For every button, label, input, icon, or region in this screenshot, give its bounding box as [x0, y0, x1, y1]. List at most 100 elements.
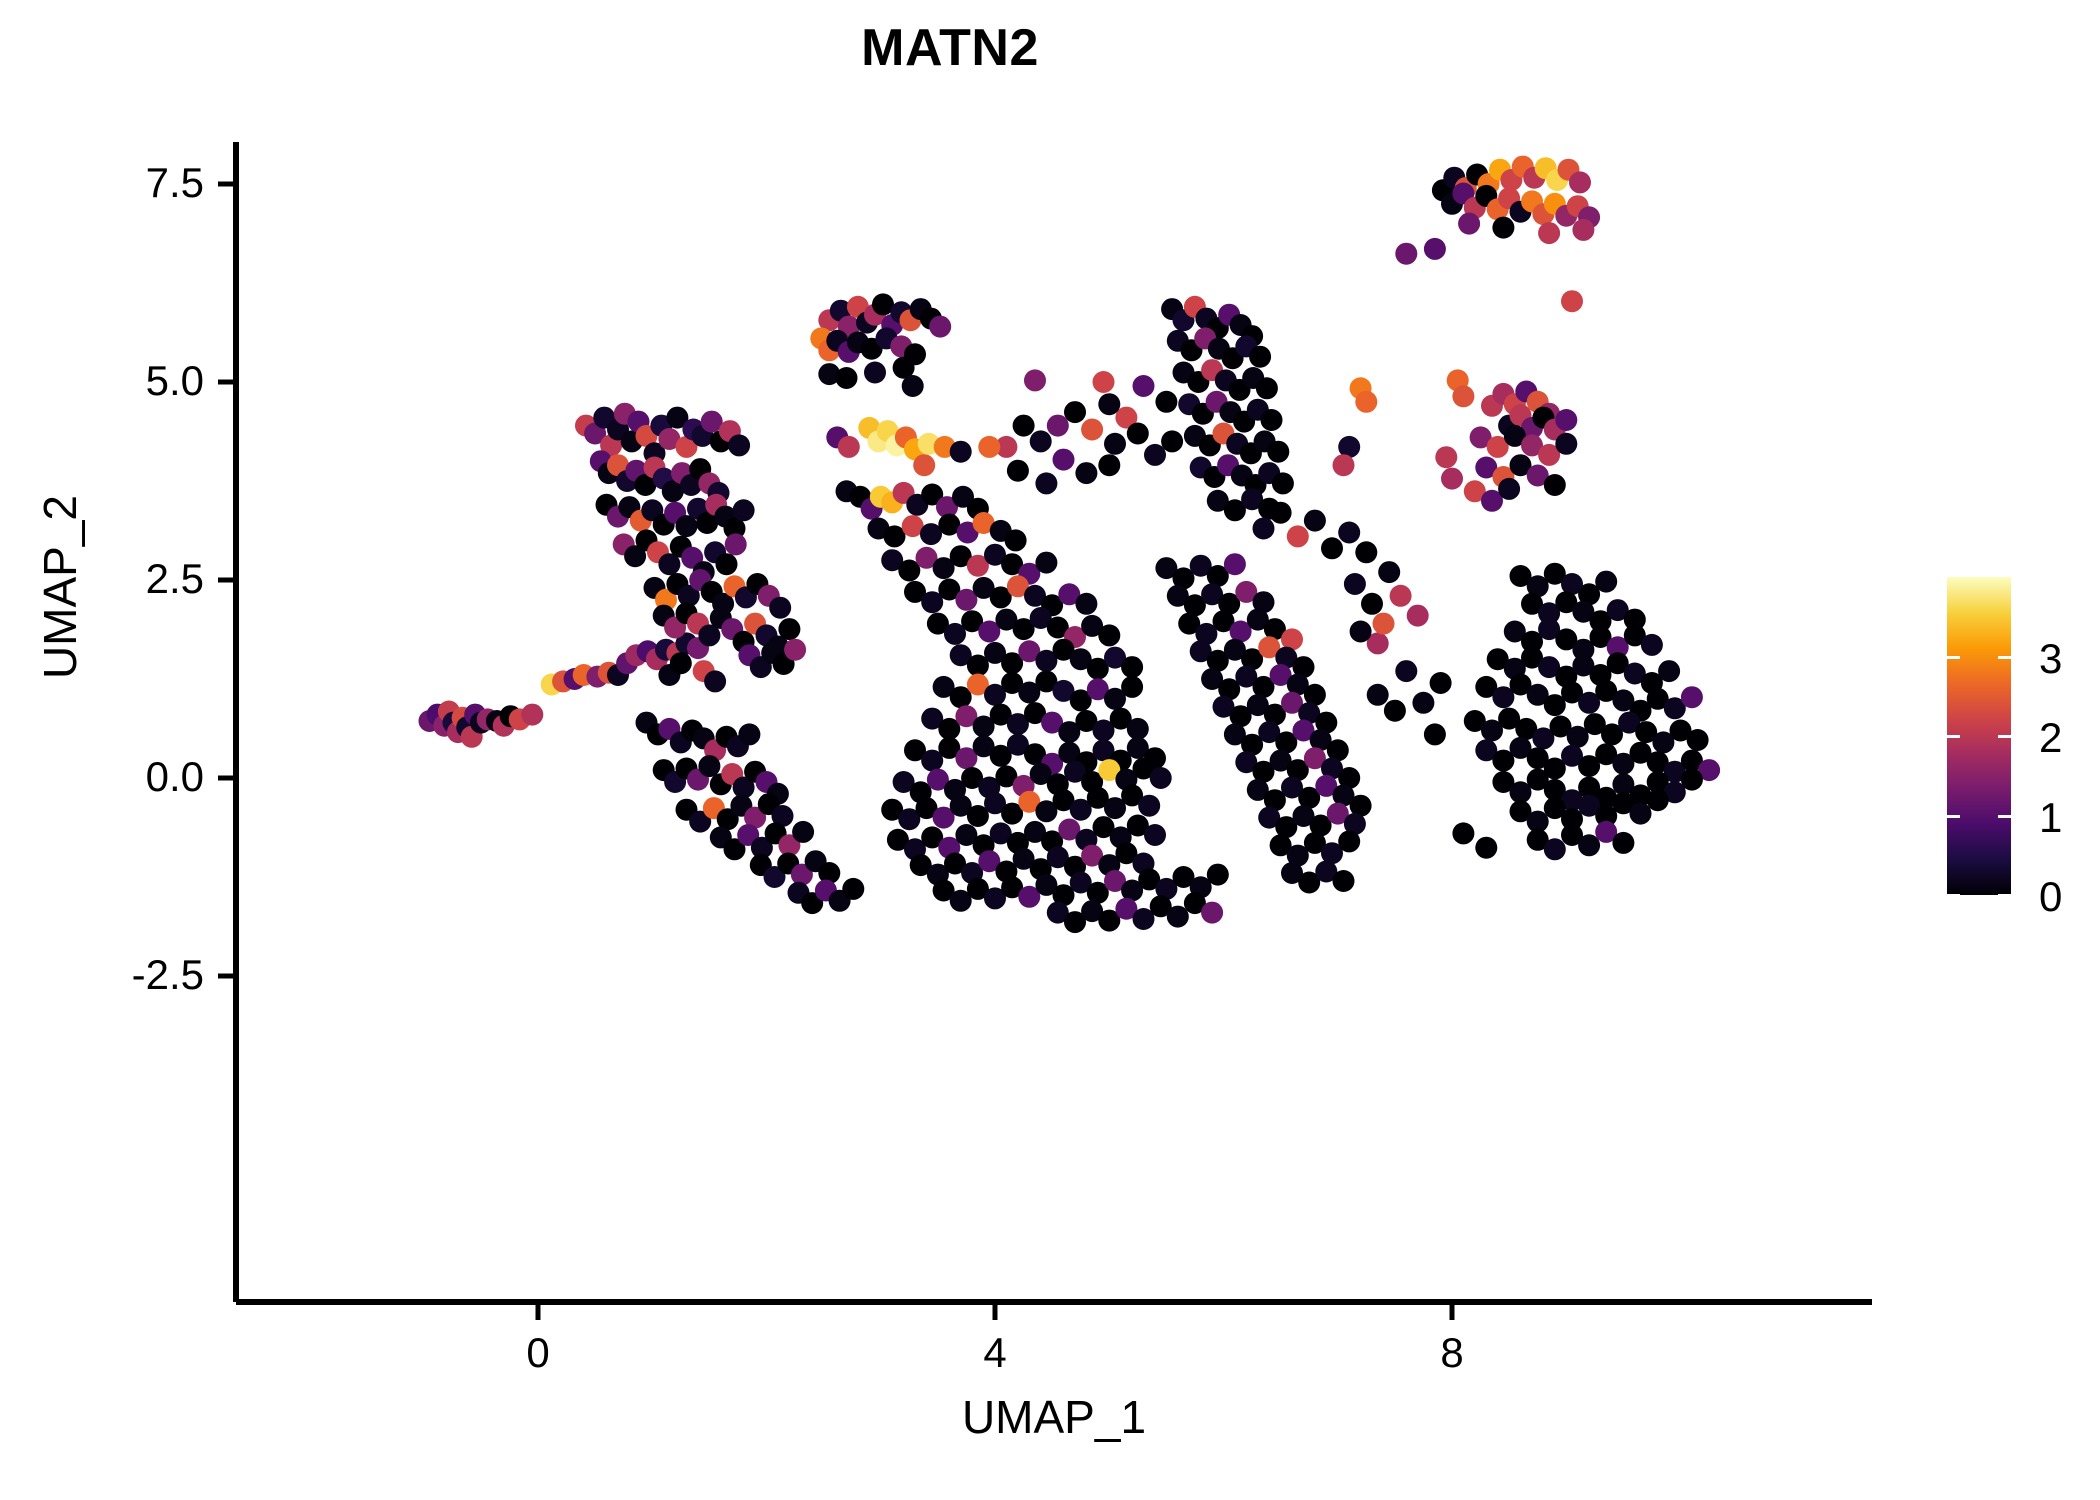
data-point	[1249, 345, 1272, 368]
data-point	[1538, 443, 1561, 466]
data-point	[1355, 390, 1378, 413]
data-point	[1441, 467, 1463, 490]
data-point	[1595, 570, 1618, 593]
data-point	[715, 553, 738, 576]
data-point	[1572, 638, 1595, 661]
colorbar-tick-mark	[1998, 735, 2011, 738]
data-point	[1012, 847, 1035, 870]
data-point	[1338, 435, 1361, 458]
data-point	[1595, 743, 1618, 766]
data-point	[1569, 171, 1591, 194]
data-point	[1281, 776, 1303, 799]
colorbar-tick-mark	[1998, 655, 2011, 659]
y-tick-label: 0.0	[145, 753, 204, 800]
data-point	[1658, 660, 1681, 683]
data-point	[1561, 290, 1583, 313]
data-point	[1298, 871, 1321, 894]
data-point	[744, 806, 767, 829]
data-point	[932, 879, 955, 902]
data-point	[1098, 759, 1121, 782]
data-point	[1498, 707, 1521, 730]
data-point	[1172, 866, 1195, 888]
data-points-layer	[418, 155, 1721, 934]
data-point	[1004, 529, 1027, 552]
data-point	[1606, 636, 1629, 659]
data-point	[1058, 741, 1081, 764]
data-point	[1303, 831, 1326, 854]
data-point	[658, 553, 681, 576]
data-point	[1235, 751, 1258, 774]
data-point	[1623, 608, 1646, 631]
data-point	[728, 434, 751, 457]
colorbar-tick-mark	[1947, 655, 1960, 659]
data-point	[938, 578, 961, 601]
colorbar-tick-mark	[1998, 894, 2011, 897]
data-point	[1069, 689, 1092, 712]
data-point	[1349, 620, 1372, 643]
data-point	[956, 521, 979, 544]
data-point	[1166, 584, 1189, 607]
data-point	[661, 480, 684, 503]
data-point	[1526, 747, 1549, 770]
data-point	[949, 794, 972, 817]
x-axis-title: UMAP_1	[961, 1391, 1147, 1443]
data-point	[949, 440, 972, 463]
data-point	[1578, 794, 1601, 817]
data-point	[1629, 741, 1652, 764]
data-point	[1212, 695, 1235, 718]
data-point	[955, 747, 978, 770]
data-point	[1121, 784, 1144, 807]
data-point	[915, 546, 938, 569]
data-point	[677, 584, 700, 607]
data-point	[1509, 781, 1532, 804]
data-point	[1104, 432, 1126, 455]
data-point	[921, 591, 944, 614]
data-point	[872, 293, 894, 316]
data-point	[675, 515, 698, 538]
data-point	[1578, 691, 1601, 714]
data-point	[1595, 786, 1618, 809]
data-point	[1680, 768, 1703, 791]
data-point	[1286, 844, 1309, 867]
data-point	[966, 654, 989, 677]
data-point	[1126, 736, 1149, 759]
data-point	[1109, 707, 1132, 730]
data-point	[1663, 760, 1686, 783]
data-point	[966, 877, 989, 900]
data-point	[1298, 786, 1321, 809]
data-point	[1086, 881, 1109, 904]
data-point	[1646, 751, 1669, 774]
data-point	[1069, 871, 1092, 894]
y-tick-label: 2.5	[145, 555, 204, 602]
data-point	[1595, 679, 1618, 702]
data-point	[1166, 905, 1189, 928]
data-point	[864, 361, 886, 384]
data-point	[1321, 842, 1343, 865]
data-point	[790, 863, 813, 886]
data-point	[584, 422, 607, 445]
data-point	[955, 824, 978, 846]
colorbar-tick-mark	[1947, 894, 1960, 897]
data-point	[1332, 454, 1355, 477]
data-point	[1092, 371, 1115, 393]
data-point	[984, 641, 1006, 664]
data-point	[892, 356, 915, 379]
data-point	[1412, 691, 1435, 714]
data-point	[920, 523, 942, 546]
data-point	[1195, 622, 1218, 645]
data-point	[1315, 860, 1338, 883]
data-point	[984, 887, 1006, 910]
data-point	[1612, 752, 1635, 775]
data-point	[1606, 652, 1629, 675]
data-point	[932, 675, 955, 698]
data-point	[1309, 814, 1332, 837]
data-point	[1260, 409, 1283, 431]
data-point	[1271, 472, 1294, 495]
data-point	[1526, 575, 1549, 598]
data-point	[1098, 454, 1121, 477]
data-point	[1646, 771, 1669, 793]
data-point	[624, 545, 647, 568]
data-point	[1366, 632, 1389, 655]
data-point	[698, 755, 721, 778]
data-point	[1543, 797, 1566, 820]
